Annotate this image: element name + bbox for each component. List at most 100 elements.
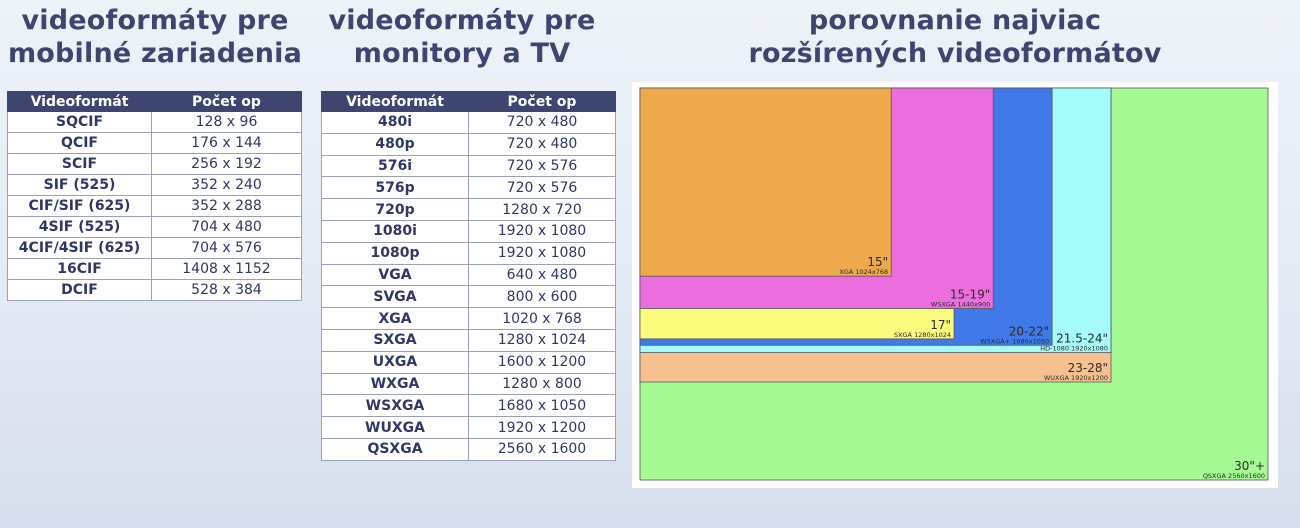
resolution-cell: 2560 x 1600: [468, 437, 616, 461]
resolution-cell: 352 x 288: [151, 195, 302, 217]
format-name-cell: SIF (525): [7, 174, 152, 196]
format-name-cell: QCIF: [7, 132, 152, 154]
resolution-cell: 1920 x 1080: [468, 241, 616, 265]
format-size-label: 23-28": [1068, 361, 1108, 375]
format-resolution-label: QSXGA 2560x1600: [1203, 472, 1265, 480]
column-header-format: Videoformát: [7, 91, 152, 112]
format-name-cell: 16CIF: [7, 258, 152, 280]
table-row: 576p 720 x 576: [321, 176, 616, 200]
monitor-formats-table: Videoformát Počet op 480i 720 x 480 480p 72…: [321, 91, 616, 461]
resolution-cell: 720 x 576: [468, 176, 616, 200]
table-row: UXGA 1600 x 1200: [321, 350, 616, 374]
format-resolution-label: HD-1080 1920x1080: [1040, 345, 1108, 353]
resolution-cell: 1280 x 1024: [468, 328, 616, 352]
table-row: 480i 720 x 480: [321, 111, 616, 134]
resolution-cell: 720 x 576: [468, 154, 616, 178]
format-name-cell: SXGA: [321, 328, 469, 352]
column-header-format: Videoformát: [321, 91, 469, 112]
format-size-label: 20-22": [1009, 324, 1049, 338]
format-block-xga: 15"XGA 1024x768: [639, 87, 892, 277]
table-row: SCIF 256 x 192: [7, 153, 302, 175]
resolution-cell: 800 x 600: [468, 285, 616, 309]
resolution-cell: 704 x 576: [151, 237, 302, 259]
resolution-cell: 720 x 480: [468, 111, 616, 134]
resolution-cell: 1920 x 1080: [468, 219, 616, 243]
format-name-cell: 576i: [321, 154, 469, 178]
format-resolution-label: WUXGA 1920x1200: [1044, 374, 1108, 382]
format-name-cell: UXGA: [321, 350, 469, 374]
resolution-cell: 176 x 144: [151, 132, 302, 154]
table-row: DCIF 528 x 384: [7, 279, 302, 301]
table-row: WXGA 1280 x 800: [321, 372, 616, 396]
heading-mobile-formats: videoformáty pre mobilné zariadenia: [7, 5, 303, 69]
format-name-cell: 1080i: [321, 219, 469, 243]
format-name-cell: 4CIF/4SIF (625): [7, 237, 152, 259]
format-resolution-label: WSXGA+ 1680x1050: [980, 337, 1049, 345]
format-name-cell: 480p: [321, 132, 469, 156]
column-header-pixels: Počet op: [151, 91, 302, 112]
resolution-cell: 1408 x 1152: [151, 258, 302, 280]
resolution-cell: 128 x 96: [151, 111, 302, 133]
format-resolution-label: WSXGA 1440x900: [931, 301, 990, 309]
table-row: CIF/SIF (625) 352 x 288: [7, 195, 302, 217]
format-size-label: 15-19": [950, 288, 990, 302]
table-row: 16CIF 1408 x 1152: [7, 258, 302, 280]
column-header-pixels: Počet op: [468, 91, 616, 112]
resolution-cell: 1680 x 1050: [468, 394, 616, 418]
resolution-cell: 256 x 192: [151, 153, 302, 175]
format-size-label: 17": [930, 318, 951, 332]
table-row: 1080i 1920 x 1080: [321, 219, 616, 243]
format-name-cell: WSXGA: [321, 394, 469, 418]
table-row: 4CIF/4SIF (625) 704 x 576: [7, 237, 302, 259]
resolution-cell: 640 x 480: [468, 263, 616, 287]
table-row: 720p 1280 x 720: [321, 198, 616, 221]
format-name-cell: CIF/SIF (625): [7, 195, 152, 217]
table-row: QSXGA 2560 x 1600: [321, 437, 616, 461]
table-header-row: Videoformát Počet op: [321, 91, 616, 112]
table-row: SVGA 800 x 600: [321, 285, 616, 309]
table-row: WUXGA 1920 x 1200: [321, 416, 616, 439]
format-name-cell: SVGA: [321, 285, 469, 309]
format-comparison-diagram: 30"+ QSXGA 2560x1600 23-28" WUXGA 1920x1200…: [632, 82, 1278, 488]
table-row: SIF (525) 352 x 240: [7, 174, 302, 196]
format-name-cell: QSXGA: [321, 437, 469, 461]
mobile-formats-table: Videoformát Počet op SQCIF 128 x 96 QCIF 17…: [7, 91, 302, 301]
format-resolution-label: SXGA 1280x1024: [894, 331, 951, 339]
resolution-cell: 720 x 480: [468, 132, 616, 156]
format-name-cell: SQCIF: [7, 111, 152, 133]
comparison-svg: 30"+QSXGA 2560x1600 23-28"WUXGA 1920x1200…: [639, 87, 1269, 481]
table-row: XGA 1020 x 768: [321, 307, 616, 330]
format-size-label: 15": [867, 255, 888, 269]
format-name-cell: VGA: [321, 263, 469, 287]
table-header-row: Videoformát Počet op: [7, 91, 302, 112]
resolution-cell: 352 x 240: [151, 174, 302, 196]
format-name-cell: DCIF: [7, 279, 152, 301]
table-row: SQCIF 128 x 96: [7, 111, 302, 133]
resolution-cell: 1020 x 768: [468, 307, 616, 330]
resolution-cell: 1920 x 1200: [468, 416, 616, 439]
format-rect-xga: [639, 87, 892, 277]
format-resolution-label: XGA 1024x768: [839, 268, 888, 276]
table-row: 480p 720 x 480: [321, 132, 616, 156]
resolution-cell: 528 x 384: [151, 279, 302, 301]
format-name-cell: 720p: [321, 198, 469, 221]
table-row: 1080p 1920 x 1080: [321, 241, 616, 265]
heading-format-comparison: porovnanie najviac rozšírených videoform…: [748, 5, 1162, 69]
format-size-label: 30"+: [1234, 459, 1265, 473]
format-name-cell: XGA: [321, 307, 469, 330]
format-size-label: 21.5-24": [1056, 332, 1108, 346]
table-row: 576i 720 x 576: [321, 154, 616, 178]
resolution-cell: 1280 x 720: [468, 198, 616, 221]
heading-monitor-formats: videoformáty pre monitory a TV: [328, 5, 596, 69]
format-name-cell: 480i: [321, 111, 469, 134]
resolution-cell: 1600 x 1200: [468, 350, 616, 374]
resolution-cell: 704 x 480: [151, 216, 302, 238]
table-row: VGA 640 x 480: [321, 263, 616, 287]
format-name-cell: WXGA: [321, 372, 469, 396]
table-row: SXGA 1280 x 1024: [321, 328, 616, 352]
resolution-cell: 1280 x 800: [468, 372, 616, 396]
table-row: WSXGA 1680 x 1050: [321, 394, 616, 418]
format-name-cell: WUXGA: [321, 416, 469, 439]
table-row: 4SIF (525) 704 x 480: [7, 216, 302, 238]
format-name-cell: 1080p: [321, 241, 469, 265]
